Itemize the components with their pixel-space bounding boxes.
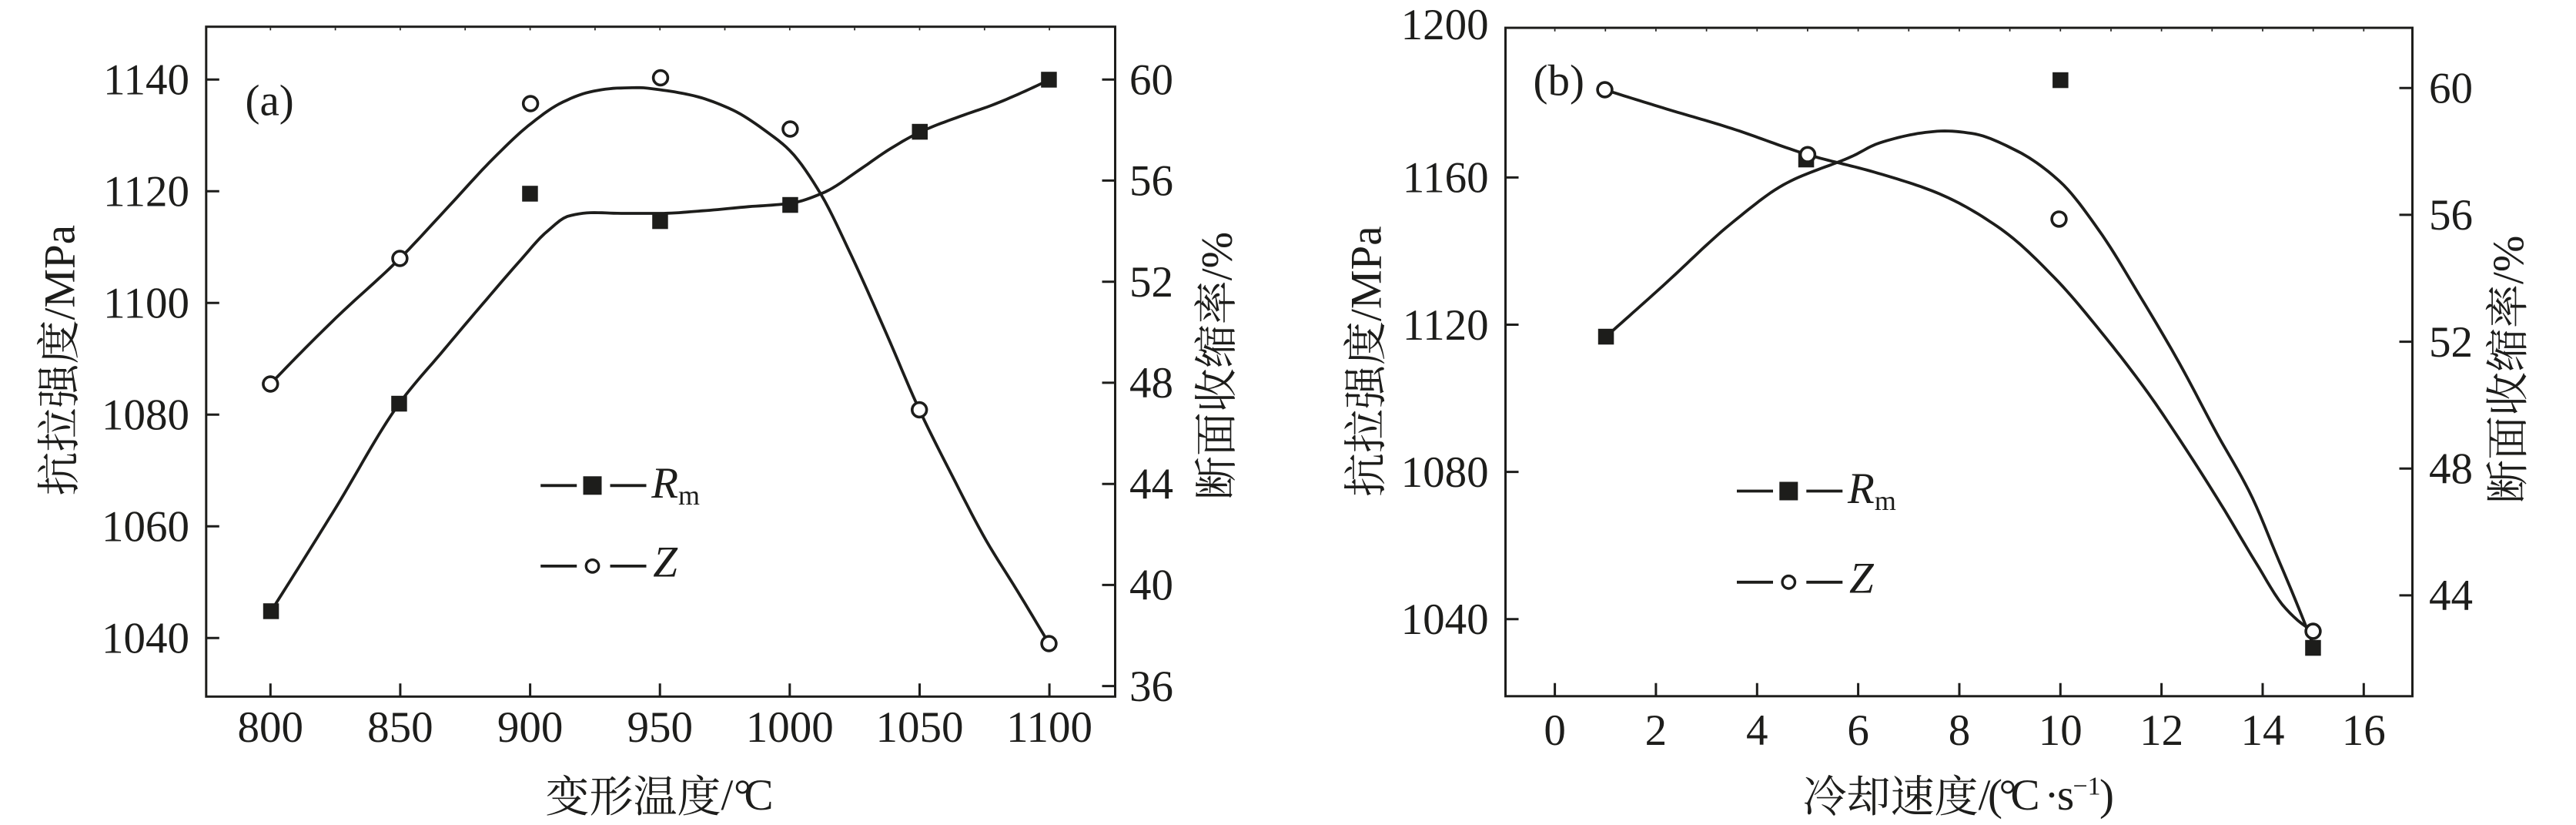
svg-text:s: s [2057, 771, 2074, 820]
svg-text:950: 950 [627, 703, 693, 752]
svg-text:/: / [721, 771, 734, 820]
svg-text:/%: /% [2484, 236, 2533, 284]
svg-text:0: 0 [1544, 706, 1566, 755]
svg-text:Rm: Rm [651, 459, 700, 511]
svg-text:1080: 1080 [1401, 448, 1489, 497]
svg-text:16: 16 [2342, 706, 2386, 755]
svg-text:8: 8 [1949, 706, 1971, 755]
svg-text:C: C [744, 771, 774, 820]
svg-text:48: 48 [2429, 445, 2473, 494]
svg-text:44: 44 [1129, 461, 1173, 509]
svg-text:): ) [2099, 771, 2114, 820]
svg-text:·: · [2045, 771, 2059, 820]
svg-text:60: 60 [2429, 65, 2473, 113]
svg-text:1050: 1050 [876, 703, 964, 752]
svg-text:Z: Z [1849, 554, 1875, 602]
svg-text:1000: 1000 [746, 703, 834, 752]
svg-text:1080: 1080 [102, 391, 189, 440]
svg-text:36: 36 [1129, 662, 1173, 711]
svg-text:−1: −1 [2073, 773, 2101, 801]
svg-text:/MPa: /MPa [36, 225, 85, 320]
svg-text:850: 850 [367, 703, 433, 752]
svg-text:40: 40 [1129, 562, 1173, 610]
svg-text:48: 48 [1129, 359, 1173, 407]
svg-text:56: 56 [1129, 157, 1173, 206]
svg-text:12: 12 [2139, 706, 2183, 755]
svg-text:1120: 1120 [103, 168, 189, 216]
svg-text:Z: Z [653, 538, 678, 587]
svg-text:C: C [2011, 771, 2040, 820]
svg-text:6: 6 [1847, 706, 1869, 755]
svg-text:52: 52 [1129, 258, 1173, 307]
svg-text:44: 44 [2429, 572, 2473, 620]
svg-text:1140: 1140 [103, 56, 189, 105]
svg-text:(a): (a) [246, 77, 294, 126]
svg-text:(: ( [1988, 771, 2002, 820]
svg-text:2: 2 [1645, 706, 1668, 755]
svg-text:1120: 1120 [1403, 301, 1489, 350]
svg-text:1100: 1100 [103, 280, 189, 328]
svg-text:Rm: Rm [1847, 464, 1896, 516]
svg-text:52: 52 [2429, 318, 2473, 367]
svg-text:1200: 1200 [1401, 1, 1489, 49]
svg-text:10: 10 [2039, 706, 2083, 755]
svg-text:900: 900 [497, 703, 564, 752]
svg-text:56: 56 [2429, 191, 2473, 240]
svg-text:1160: 1160 [1403, 154, 1489, 203]
svg-text:60: 60 [1129, 56, 1173, 105]
svg-text:1040: 1040 [1401, 595, 1489, 644]
svg-text:(b): (b) [1534, 56, 1584, 105]
svg-text:/MPa: /MPa [1343, 226, 1391, 321]
svg-text:1100: 1100 [1006, 703, 1092, 752]
svg-text:°: ° [1999, 771, 2017, 820]
svg-text:4: 4 [1746, 706, 1768, 755]
svg-text:800: 800 [238, 703, 304, 752]
svg-text:°: ° [734, 771, 751, 820]
svg-text:14: 14 [2241, 706, 2285, 755]
svg-text:1040: 1040 [102, 615, 189, 663]
svg-text:/: / [1979, 771, 1991, 820]
svg-text:/%: /% [1193, 232, 1242, 280]
svg-text:1060: 1060 [102, 503, 189, 552]
